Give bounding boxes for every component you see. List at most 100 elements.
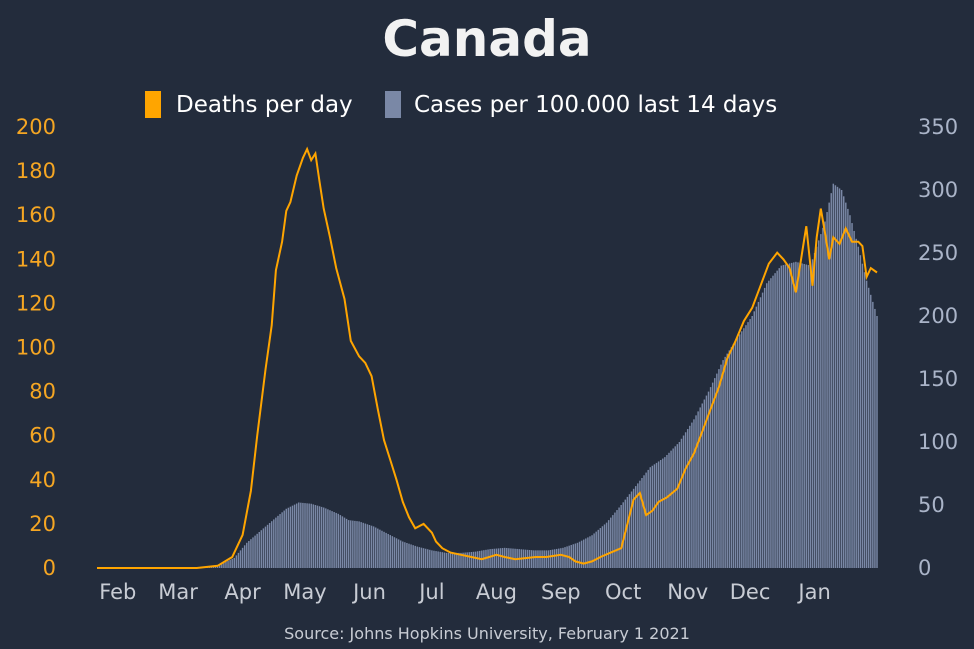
- cases-bar: [672, 448, 674, 568]
- cases-bar: [266, 524, 269, 568]
- cases-bar: [724, 356, 726, 568]
- cases-bar: [541, 550, 543, 568]
- cases-bar: [316, 505, 319, 568]
- cases-bar: [306, 503, 308, 568]
- x-tick-label: Oct: [605, 580, 641, 604]
- left-axis: 0 20 40 60 80 100 120 140 160 180 200: [16, 115, 56, 580]
- cases-bar: [285, 508, 288, 568]
- left-tick-label: 60: [29, 424, 56, 448]
- cases-bar: [605, 522, 608, 568]
- cases-bar: [689, 425, 691, 568]
- right-tick-label: 350: [918, 115, 958, 139]
- cases-bar: [684, 432, 687, 568]
- cases-bars: [198, 183, 878, 569]
- x-tick-label: May: [283, 580, 326, 604]
- cases-bar: [876, 316, 878, 568]
- cases-bar: [393, 537, 396, 568]
- x-axis: Feb Mar Apr May Jun Jul Aug Sep Oct Nov Dec Jan: [99, 580, 831, 604]
- cases-bar: [381, 530, 383, 568]
- cases-bar: [237, 552, 240, 568]
- cases-bar: [693, 419, 695, 568]
- cases-bar: [653, 464, 656, 568]
- cases-bar: [647, 469, 649, 568]
- deaths-line: [97, 146, 878, 569]
- cases-bar: [872, 301, 874, 568]
- cases-bar: [865, 280, 868, 568]
- cases-bar: [308, 503, 310, 568]
- cases-bar: [345, 518, 348, 568]
- cases-bar: [395, 538, 398, 568]
- cases-bar: [239, 550, 242, 568]
- cases-bar: [491, 548, 493, 568]
- cases-bar: [857, 246, 860, 568]
- cases-bar: [466, 552, 468, 568]
- left-tick-label: 0: [43, 556, 56, 580]
- cases-bar: [422, 548, 425, 568]
- cases-bar: [314, 505, 317, 568]
- cases-bar: [372, 526, 375, 568]
- cases-bar: [487, 549, 489, 568]
- left-tick-label: 140: [16, 247, 56, 271]
- cases-bar: [451, 552, 454, 568]
- cases-bar: [358, 521, 360, 568]
- cases-bar: [443, 552, 446, 568]
- legend-label-deaths: Deaths per day: [176, 92, 353, 118]
- cases-bar: [387, 533, 389, 568]
- cases-bar: [337, 513, 340, 568]
- cases-bar: [497, 548, 500, 568]
- cases-bar: [859, 255, 862, 568]
- cases-bar: [360, 522, 362, 568]
- cases-bar: [258, 532, 260, 568]
- cases-bar: [287, 507, 290, 568]
- legend: Deaths per day Cases per 100.000 last 14…: [145, 91, 777, 118]
- cases-bar: [560, 548, 562, 568]
- cases-bar: [243, 545, 246, 568]
- cases-bar: [262, 528, 265, 568]
- cases-bar: [626, 496, 629, 568]
- right-tick-label: 0: [918, 556, 931, 580]
- cases-bar: [533, 550, 535, 568]
- x-tick-label: Apr: [224, 580, 261, 604]
- cases-bar: [863, 272, 866, 568]
- cases-bar: [304, 503, 306, 568]
- cases-bar: [585, 538, 587, 568]
- right-tick-label: 150: [918, 367, 958, 391]
- cases-bar: [718, 369, 720, 568]
- cases-bar: [273, 519, 275, 568]
- legend-swatch-cases: [385, 91, 401, 118]
- cases-bar: [662, 458, 664, 568]
- cases-bar: [641, 478, 643, 568]
- cases-bar: [256, 533, 258, 568]
- cases-bar: [325, 508, 327, 568]
- cases-bar: [649, 467, 652, 568]
- cases-bar: [824, 221, 826, 568]
- cases-bar: [416, 546, 419, 568]
- left-tick-label: 20: [29, 512, 56, 536]
- cases-bar: [310, 503, 312, 568]
- cases-bar: [664, 457, 666, 568]
- cases-bar: [295, 503, 298, 568]
- cases-bar: [670, 450, 672, 568]
- cases-bar: [562, 547, 564, 568]
- cases-bar: [870, 294, 872, 568]
- cases-bar: [368, 524, 371, 568]
- cases-bar: [726, 353, 728, 568]
- cases-bar: [470, 551, 473, 568]
- x-tick-label: Jun: [351, 580, 386, 604]
- cases-bar: [722, 360, 724, 568]
- cases-bar: [842, 196, 845, 569]
- cases-bar: [366, 524, 369, 568]
- cases-bar: [595, 531, 597, 568]
- cases-bar: [402, 541, 404, 568]
- x-tick-label: Mar: [158, 580, 198, 604]
- cases-bar: [807, 265, 810, 568]
- cases-bar: [632, 488, 635, 568]
- cases-bar: [861, 263, 864, 568]
- cases-bar: [782, 265, 785, 568]
- cases-bar: [264, 526, 267, 568]
- cases-bar: [830, 193, 832, 568]
- cases-bar: [356, 521, 358, 568]
- cases-bar: [682, 435, 685, 568]
- cases-bar: [772, 275, 774, 568]
- cases-bar: [270, 521, 273, 568]
